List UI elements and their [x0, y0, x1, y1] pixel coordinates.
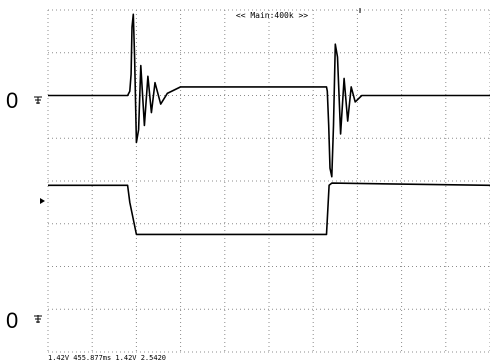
- ch2-reference-marker-icon: [40, 198, 45, 204]
- ch1-ground-label: 0: [6, 88, 18, 113]
- trace-series-2: [48, 182, 490, 236]
- traces: [48, 13, 490, 236]
- grid: [47, 9, 490, 353]
- ch1-ground-icon: [34, 96, 42, 104]
- footer-readout: 1.42V 455.877ms 1.42V 2.5420: [48, 354, 166, 362]
- ch2-ground-label: 0: [6, 308, 18, 333]
- ch2-ground-icon: [34, 315, 42, 323]
- trace-series-1: [48, 13, 490, 178]
- timebase-label: << Main:400k >>: [236, 11, 308, 20]
